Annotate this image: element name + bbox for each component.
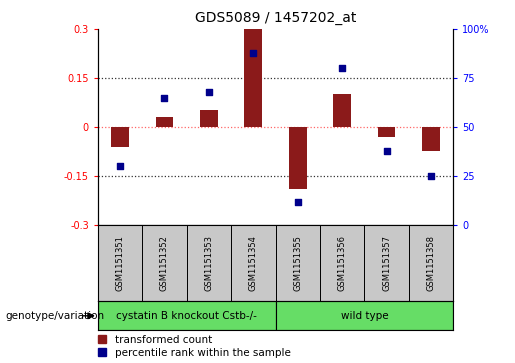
- Text: cystatin B knockout Cstb-/-: cystatin B knockout Cstb-/-: [116, 311, 257, 321]
- Title: GDS5089 / 1457202_at: GDS5089 / 1457202_at: [195, 11, 356, 25]
- Bar: [200, 110, 218, 127]
- Bar: [245, 29, 262, 127]
- Bar: [156, 117, 174, 127]
- Bar: [142, 225, 186, 301]
- Text: GSM1151351: GSM1151351: [115, 235, 125, 291]
- Point: [116, 163, 124, 169]
- Bar: [289, 127, 306, 189]
- Text: GSM1151356: GSM1151356: [338, 235, 347, 291]
- Legend: transformed count, percentile rank within the sample: transformed count, percentile rank withi…: [98, 335, 290, 358]
- Text: GSM1151354: GSM1151354: [249, 235, 258, 291]
- Bar: [276, 225, 320, 301]
- Text: genotype/variation: genotype/variation: [5, 311, 104, 321]
- Text: wild type: wild type: [340, 311, 388, 321]
- Point: [338, 65, 346, 71]
- Bar: [320, 225, 364, 301]
- Bar: [333, 94, 351, 127]
- Bar: [364, 225, 409, 301]
- Bar: [377, 127, 396, 137]
- Bar: [98, 301, 276, 330]
- Point: [249, 50, 258, 56]
- Text: GSM1151357: GSM1151357: [382, 235, 391, 291]
- Bar: [186, 225, 231, 301]
- Text: GSM1151352: GSM1151352: [160, 235, 169, 291]
- Bar: [409, 225, 453, 301]
- Point: [427, 173, 435, 179]
- Bar: [276, 301, 453, 330]
- Text: GSM1151358: GSM1151358: [426, 235, 436, 291]
- Point: [205, 89, 213, 95]
- Text: GSM1151353: GSM1151353: [204, 235, 213, 291]
- Point: [383, 148, 391, 154]
- Bar: [98, 225, 142, 301]
- Point: [160, 95, 168, 101]
- Text: GSM1151355: GSM1151355: [293, 235, 302, 291]
- Bar: [422, 127, 440, 151]
- Bar: [231, 225, 276, 301]
- Bar: [111, 127, 129, 147]
- Point: [294, 199, 302, 204]
